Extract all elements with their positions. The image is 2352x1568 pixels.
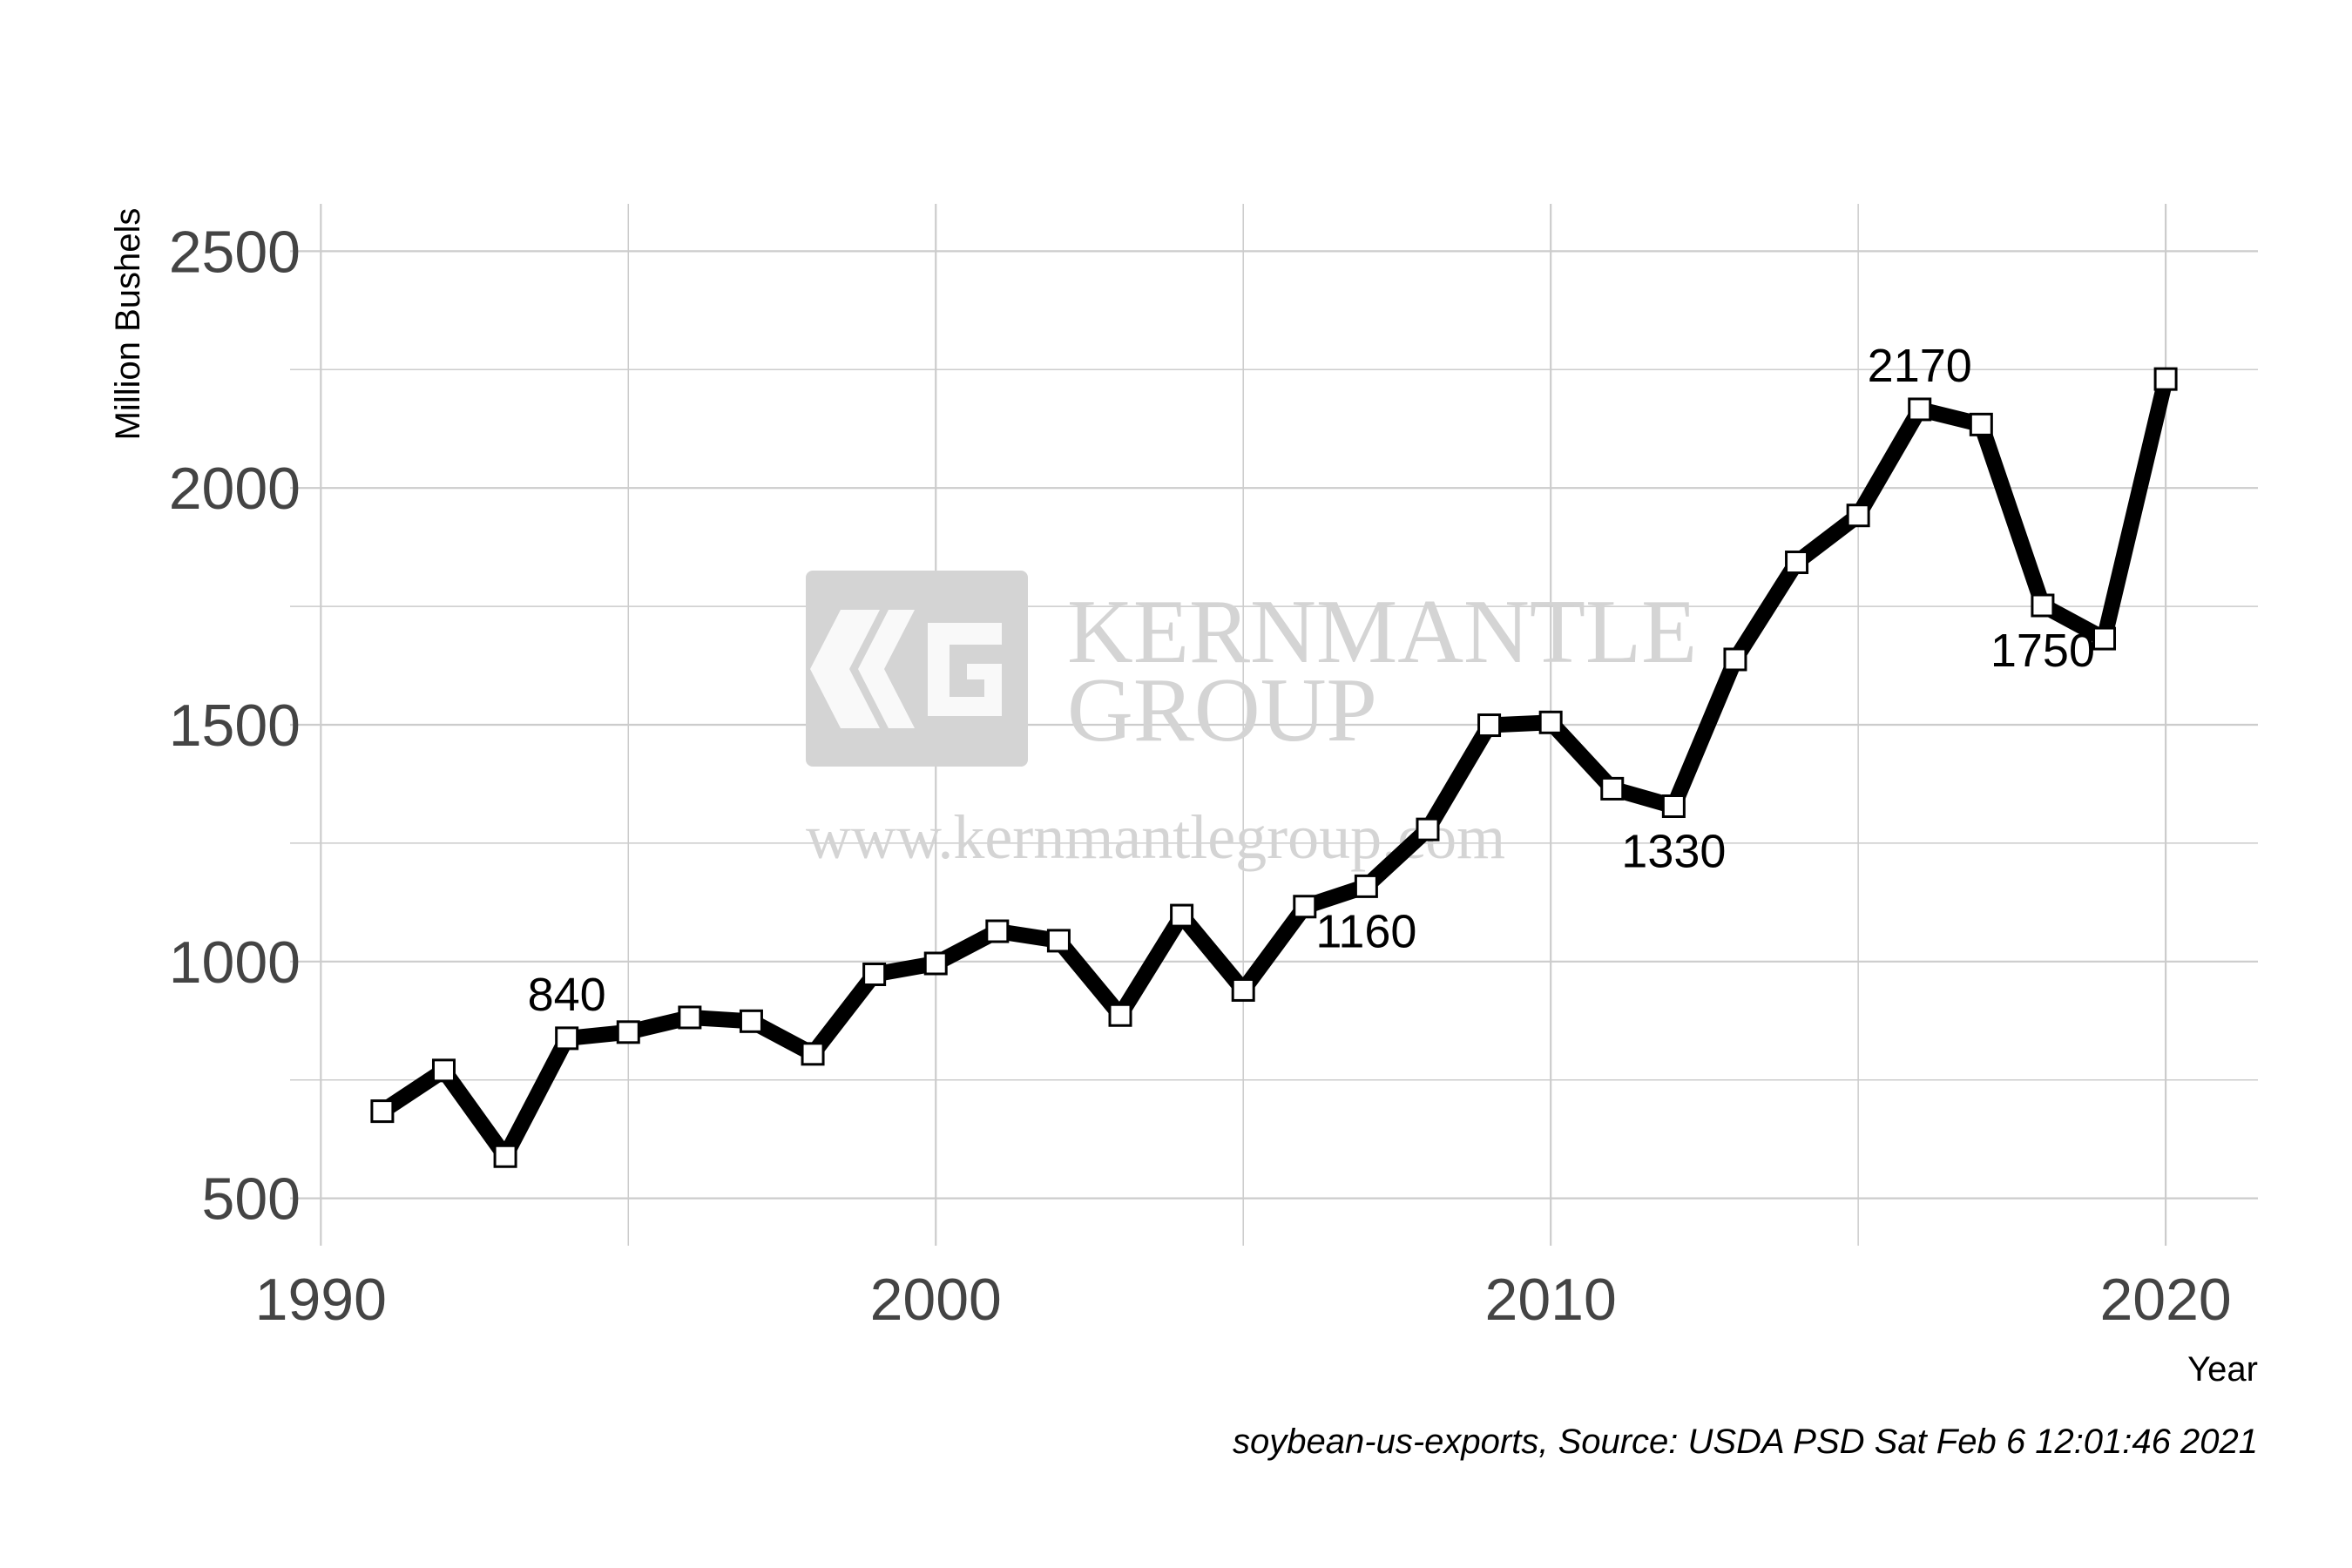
- data-point-marker: [1785, 551, 1809, 575]
- data-labels: 840 1160 1330 2170 1750: [528, 340, 2095, 1021]
- data-point-marker: [985, 919, 1010, 943]
- data-point-marker: [2031, 593, 2055, 618]
- data-point-marker: [2153, 367, 2178, 391]
- data-point-marker: [1908, 397, 1932, 422]
- data-point-marker: [493, 1144, 517, 1168]
- axes: 500 1000 1500 2000 2500 1990 2000 2010 2020: [169, 219, 2232, 1333]
- data-point-marker: [370, 1099, 395, 1124]
- series-group: [370, 367, 2178, 1168]
- data-point-marker: [1538, 710, 1563, 734]
- data-label: 1160: [1315, 905, 1416, 957]
- watermark-title-line1: KERNMANTLE: [1067, 580, 1697, 682]
- y-tick-label: 1000: [169, 929, 301, 996]
- data-point-marker: [1723, 647, 1747, 672]
- data-point-marker: [678, 1005, 702, 1030]
- data-point-marker: [1416, 817, 1440, 841]
- data-point-marker: [1600, 776, 1625, 801]
- data-point-marker: [1846, 504, 1870, 528]
- y-axis-title: Million Bushels: [109, 208, 147, 441]
- data-point-marker: [1661, 794, 1686, 819]
- data-point-marker: [739, 1009, 763, 1033]
- data-point-marker: [555, 1026, 579, 1051]
- y-tick-label: 500: [202, 1166, 301, 1233]
- data-point-marker: [862, 962, 887, 986]
- watermark: KERNMANTLE GROUP www.kernmantlegroup.com: [806, 571, 1697, 872]
- data-point-marker: [1170, 903, 1194, 928]
- series-line: [374, 371, 2174, 1165]
- x-tick-label: 2010: [1485, 1267, 1617, 1333]
- data-label: 1750: [1990, 625, 2095, 677]
- data-point-marker: [1969, 412, 1993, 436]
- x-tick-label: 2020: [2099, 1267, 2231, 1333]
- data-label: 840: [528, 969, 606, 1021]
- data-point-marker: [801, 1042, 825, 1066]
- data-point-marker: [1477, 713, 1502, 738]
- watermark-title-line2: GROUP: [1067, 659, 1377, 760]
- y-tick-label: 2500: [169, 219, 301, 285]
- data-point-marker: [1293, 895, 1317, 919]
- x-tick-label: 2000: [870, 1267, 1002, 1333]
- data-label: 2170: [1868, 340, 1972, 392]
- data-point-marker: [2092, 626, 2117, 651]
- data-point-marker: [616, 1020, 640, 1044]
- data-point-marker: [1354, 874, 1378, 898]
- chart-caption: soybean-us-exports, Source: USDA PSD Sat…: [1233, 1423, 2258, 1461]
- x-tick-label: 1990: [255, 1267, 387, 1333]
- data-point-marker: [431, 1058, 456, 1083]
- y-tick-label: 2000: [169, 456, 301, 522]
- watermark-logo-icon: [806, 571, 1028, 767]
- data-point-marker: [1108, 1003, 1132, 1027]
- data-point-marker: [923, 951, 948, 976]
- data-point-marker: [1231, 977, 1255, 1002]
- data-label: 1330: [1621, 826, 1726, 878]
- y-tick-label: 1500: [169, 693, 301, 759]
- x-axis-title: Year: [2187, 1350, 2258, 1389]
- data-point-marker: [1046, 929, 1071, 953]
